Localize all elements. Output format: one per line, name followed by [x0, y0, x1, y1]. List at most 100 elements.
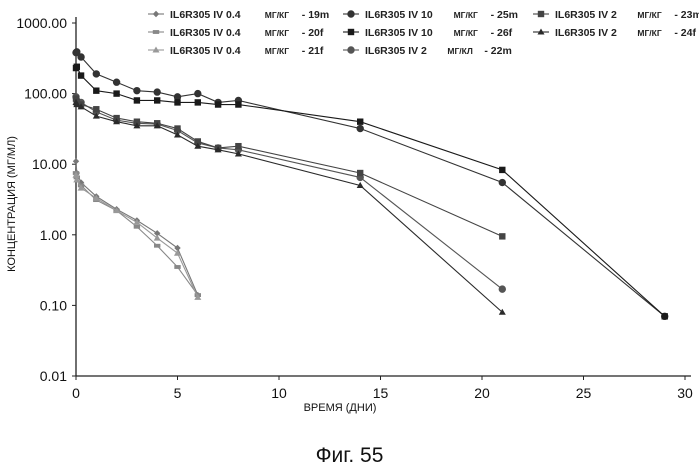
legend-series-id: - 25m: [491, 9, 518, 21]
data-point: [153, 88, 161, 96]
legend-series-unit: МГ/КГ: [637, 28, 661, 38]
data-point: [113, 118, 121, 125]
x-tick-label: 25: [576, 385, 592, 401]
series-25m: [72, 48, 669, 321]
series-20f: [72, 171, 201, 298]
data-point: [133, 122, 141, 129]
legend-series-id: - 21f: [302, 45, 324, 57]
legend-item: IL6R305 IV 10 МГ/КГ - 25m: [343, 9, 518, 21]
data-point: [133, 118, 141, 125]
figure-caption: Фиг. 55: [315, 444, 384, 467]
data-point: [661, 313, 668, 320]
legend-series-id: - 26f: [491, 27, 513, 39]
data-point: [77, 184, 85, 191]
data-point: [133, 86, 141, 95]
legend-series-name: IL6R305 IV 2: [555, 27, 617, 39]
data-point: [214, 101, 222, 108]
data-point: [153, 234, 161, 241]
legend-series-id: - 20f: [302, 27, 324, 39]
legend-series-name: IL6R305 IV 0.4: [170, 9, 241, 21]
legend-swatch-marker: [537, 10, 545, 18]
data-point: [113, 114, 120, 122]
data-point: [356, 124, 364, 133]
legend-series-id: - 24f: [674, 27, 696, 39]
x-tick-label: 5: [174, 385, 182, 401]
legend-series-name: IL6R305 IV 2: [555, 9, 617, 21]
data-point: [92, 112, 100, 119]
legend-swatch-marker: [537, 28, 545, 35]
legend: IL6R305 IV 0.4 МГ/КГ - 19m IL6R305 IV 0.4 МГ…: [148, 9, 699, 57]
data-point: [498, 308, 506, 315]
data-point: [235, 101, 242, 108]
legend-swatch-marker: [152, 30, 160, 34]
data-point: [356, 181, 364, 189]
data-point: [133, 224, 141, 229]
data-point: [154, 97, 161, 104]
series-line: [75, 175, 199, 298]
data-point: [73, 48, 81, 56]
legend-swatch-marker: [347, 10, 355, 18]
legend-series-name: IL6R305 IV 0.4: [170, 27, 241, 39]
legend-swatch-marker: [152, 10, 160, 18]
y-tick-label: 1.00: [40, 227, 67, 243]
data-point: [113, 90, 120, 97]
legend-swatch-marker: [152, 46, 160, 53]
legend-series-unit: МГ/КГ: [265, 10, 289, 20]
x-tick-label: 0: [72, 385, 80, 401]
data-point: [235, 142, 242, 150]
series-26f: [72, 63, 668, 320]
y-tick-label: 0.10: [40, 297, 67, 313]
legend-series-name: IL6R305 IV 10: [365, 27, 433, 39]
data-point: [72, 171, 80, 178]
series-line: [75, 51, 666, 317]
data-point: [73, 101, 81, 108]
data-point: [77, 103, 85, 110]
legend-series-unit: МГ/КГ: [454, 10, 478, 20]
legend-item: IL6R305 IV 2 МГ/КЛ - 22m: [343, 45, 512, 57]
data-point: [174, 99, 181, 106]
data-point: [154, 230, 161, 237]
legend-series-unit: МГ/КГ: [265, 28, 289, 38]
series-21f: [72, 171, 202, 300]
data-point: [173, 131, 182, 138]
legend-swatch-marker: [347, 46, 355, 54]
y-tick-label: 1000.00: [16, 15, 67, 31]
data-point: [93, 106, 100, 113]
legend-item: IL6R305 IV 2 МГ/КГ - 23m: [533, 9, 699, 21]
data-point: [499, 233, 506, 240]
data-point: [194, 89, 202, 98]
data-point: [112, 78, 121, 86]
legend-series-unit: МГ/КГ: [454, 28, 478, 38]
series-line: [75, 65, 666, 317]
y-tick-labels: 0.01 0.10 1.00 10.00 100.00 1000.00: [16, 15, 67, 384]
data-point: [194, 142, 202, 149]
data-point: [214, 146, 222, 153]
data-point: [357, 169, 364, 177]
x-axis-label: ВРЕМЯ (ДНИ): [304, 402, 377, 414]
data-point: [93, 87, 100, 94]
data-point: [77, 53, 85, 61]
data-point: [73, 63, 81, 70]
series-line: [75, 172, 199, 296]
legend-series-unit: МГ/КГ: [265, 46, 289, 56]
legend-series-name: IL6R305 IV 0.4: [170, 45, 241, 57]
data-point: [72, 95, 80, 102]
data-point: [174, 265, 181, 269]
y-tick-label: 0.01: [40, 368, 67, 384]
legend-series-name: IL6R305 IV 2: [365, 45, 427, 57]
x-tick-labels: 0 5 10 15 20 25 30: [72, 385, 693, 401]
series-24f: [72, 98, 506, 315]
legend-series-id: - 23m: [674, 9, 699, 21]
x-tick-label: 20: [474, 385, 490, 401]
data-point: [113, 207, 121, 214]
y-tick-label: 10.00: [32, 156, 67, 172]
legend-item: IL6R305 IV 0.4 МГ/КГ - 20f: [148, 27, 324, 39]
legend-swatch-marker: [347, 28, 355, 36]
data-point: [154, 243, 161, 248]
data-point: [92, 194, 100, 201]
legend-series-id: - 19m: [302, 9, 329, 21]
legend-series-id: - 22m: [484, 45, 511, 57]
y-axis-label: КОНЦЕНТРАЦИЯ (МГ/МЛ): [6, 136, 18, 272]
data-point: [153, 122, 161, 129]
data-point: [499, 166, 506, 174]
